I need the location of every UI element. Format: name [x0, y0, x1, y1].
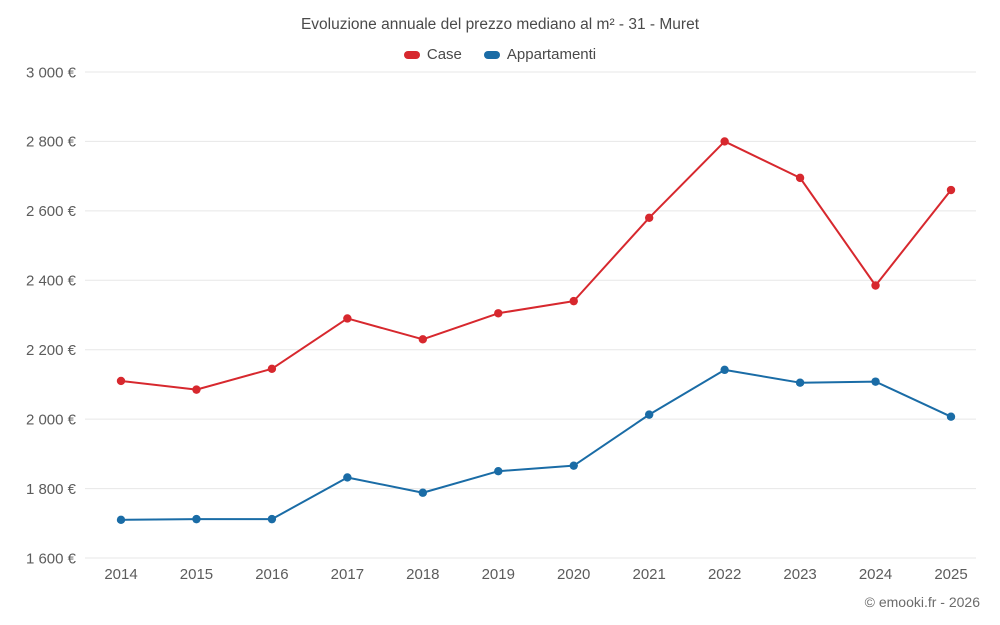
gridlines — [85, 71, 976, 559]
data-point[interactable] — [343, 314, 352, 323]
data-point[interactable] — [871, 377, 880, 386]
y-tick-label: 2 200 € — [26, 342, 77, 359]
data-point[interactable] — [795, 378, 805, 387]
data-point[interactable] — [192, 514, 201, 524]
data-point[interactable] — [569, 296, 578, 306]
series-case — [116, 137, 956, 394]
data-point[interactable] — [720, 137, 729, 146]
series-line — [120, 140, 952, 391]
x-tick-label: 2017 — [331, 566, 364, 583]
x-tick-label: 2015 — [180, 566, 213, 583]
data-point[interactable] — [116, 376, 126, 386]
y-tick-label: 2 000 € — [26, 411, 77, 428]
x-tick-label: 2025 — [934, 566, 967, 583]
x-tick-label: 2021 — [632, 566, 665, 583]
y-tick-label: 3 000 € — [26, 64, 77, 81]
legend-swatch-appartamenti — [483, 50, 500, 59]
legend-item-appartamenti[interactable]: Appartamenti — [483, 46, 597, 63]
data-point[interactable] — [343, 473, 352, 482]
y-tick-label: 2 600 € — [26, 203, 77, 220]
data-point[interactable] — [494, 309, 503, 318]
data-point[interactable] — [494, 467, 503, 476]
chart-legend: Case Appartamenti — [0, 46, 1000, 63]
data-point[interactable] — [267, 514, 277, 524]
x-tick-label: 2023 — [783, 566, 816, 583]
y-tick-label: 2 400 € — [26, 273, 77, 290]
copyright-footer: © emooki.fr - 2026 — [864, 594, 980, 610]
x-tick-label: 2018 — [406, 566, 439, 583]
data-point[interactable] — [795, 173, 805, 183]
legend-swatch-case — [403, 50, 420, 59]
x-tick-label: 2024 — [859, 566, 892, 583]
data-point[interactable] — [946, 412, 956, 421]
x-tick-label: 2016 — [255, 566, 288, 583]
data-point[interactable] — [116, 515, 126, 525]
data-point[interactable] — [192, 385, 201, 394]
data-point[interactable] — [946, 185, 956, 195]
chart-title: Evoluzione annuale del prezzo mediano al… — [300, 16, 700, 33]
y-axis-tick-labels: 1 600 € 1 800 € 2 000 € 2 200 € 2 400 € 2 600… — [26, 64, 77, 567]
x-tick-label: 2014 — [104, 566, 137, 583]
data-point[interactable] — [418, 488, 428, 497]
data-point[interactable] — [644, 213, 654, 222]
x-tick-label: 2019 — [482, 566, 515, 583]
y-tick-label: 1 600 € — [26, 550, 77, 567]
x-tick-label: 2022 — [708, 566, 741, 583]
legend-item-case[interactable]: Case — [403, 46, 462, 63]
data-point[interactable] — [871, 281, 880, 290]
data-point[interactable] — [720, 365, 729, 375]
legend-label-appartamenti: Appartamenti — [506, 46, 597, 63]
data-point[interactable] — [418, 335, 428, 344]
data-point[interactable] — [267, 364, 277, 374]
series-line — [120, 368, 952, 521]
data-point[interactable] — [644, 410, 654, 419]
x-tick-label: 2020 — [557, 566, 590, 583]
series-appartamenti — [116, 365, 956, 525]
x-axis-tick-labels: 2014 2015 2016 2017 2018 2019 2020 2021 2022 2023… — [104, 566, 967, 583]
data-point[interactable] — [569, 461, 578, 470]
y-tick-label: 2 800 € — [26, 134, 77, 151]
legend-label-case: Case — [426, 46, 462, 63]
y-tick-label: 1 800 € — [26, 481, 77, 498]
